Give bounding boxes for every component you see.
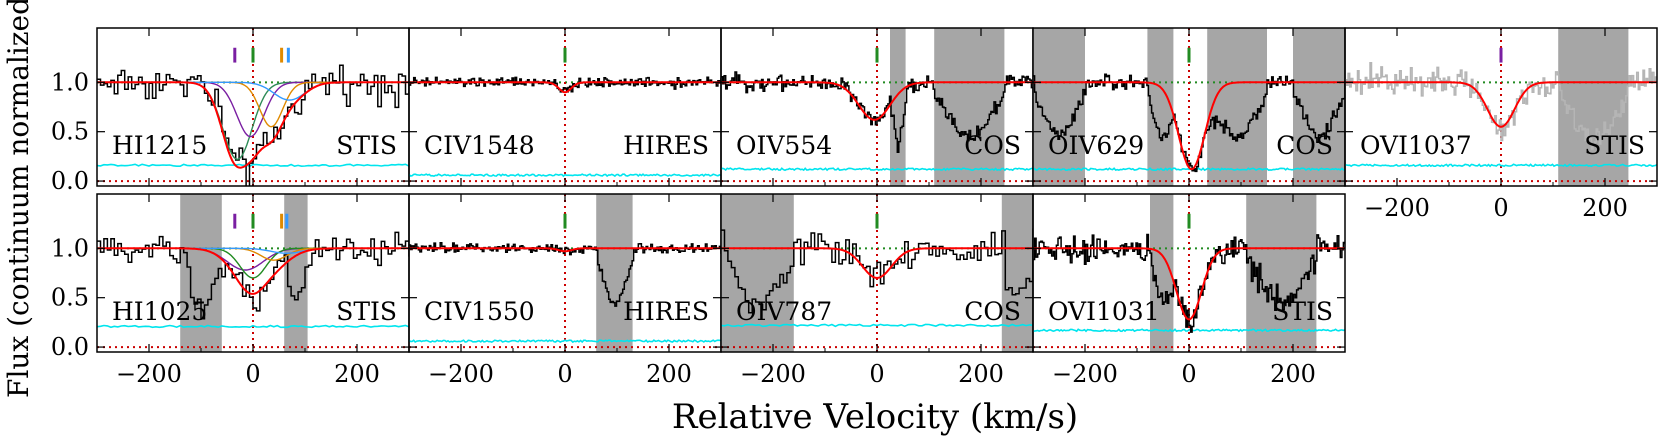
panel-oiv787: −200 0 200 OIV787 COS [720,193,1034,388]
ion-label: OVI1031 [1048,297,1160,326]
instrument-label: STIS [336,131,397,160]
panel-plot-area [1033,194,1345,352]
error-spectrum [1033,328,1345,333]
total-model [1033,81,1345,171]
panel-plot-area [409,28,721,186]
panel-plot-area [97,28,409,186]
panel-plot-area [1033,28,1345,186]
total-model [1345,81,1657,128]
y-tick-label: 0.5 [51,284,89,312]
error-spectrum [409,339,721,344]
ion-label: OVI1037 [1360,131,1472,160]
panel-plot-area [1345,28,1657,186]
panel-plot-area [97,194,409,352]
instrument-label: STIS [1584,131,1645,160]
panel-civ1548: CIV1548 HIRES [408,27,722,187]
instrument-label: COS [964,297,1021,326]
instrument-label: COS [1276,131,1333,160]
x-tick-label: 0 [869,360,884,388]
total-model [409,247,721,253]
instrument-label: HIRES [623,297,709,326]
error-spectrum [1345,163,1657,168]
error-spectrum [721,323,1033,328]
error-spectrum [409,173,721,178]
flux-spectrum [721,228,1033,314]
masked-region [1207,28,1267,186]
total-model [409,81,721,94]
ion-label: OIV554 [736,131,832,160]
panel-grid: 0.0 0.5 1.0 HI1215 STIS CIV1548 HIRES OIV554 COS… [51,27,1658,388]
x-tick-label: −200 [740,360,806,388]
panel-plot-area [721,194,1033,352]
error-spectrum [721,167,1033,172]
masked-region [1293,28,1345,186]
flux-spectrum [721,71,1033,153]
ion-label: OIV787 [736,297,832,326]
x-tick-label: −200 [428,360,494,388]
panel-plot-area [721,28,1033,186]
masked-region [284,194,308,352]
flux-spectrum [1033,233,1345,333]
panel-oiv554: OIV554 COS [720,27,1034,187]
x-tick-label: −200 [1364,194,1430,222]
ion-label: HI1215 [112,131,207,160]
instrument-label: STIS [1272,297,1333,326]
x-tick-label: −200 [116,360,182,388]
panel-ovi1031: −200 0 200 OVI1031 STIS [1032,193,1346,388]
panel-civ1550: −200 0 200 CIV1550 HIRES [408,193,722,388]
x-tick-label: −200 [1052,360,1118,388]
total-model [97,247,409,295]
x-tick-label: 0 [557,360,572,388]
flux-spectrum [1033,73,1345,173]
x-tick-label: 200 [1270,360,1316,388]
error-spectrum [97,324,409,329]
x-tick-label: 0 [245,360,260,388]
y-axis-title: Flux (continuum normalized) [2,0,35,398]
error-spectrum [97,163,409,168]
y-tick-label: 0.0 [51,333,89,361]
masked-region [890,28,906,186]
x-tick-label: 200 [1582,194,1628,222]
total-model [721,247,1033,279]
ion-label: OIV629 [1048,131,1144,160]
x-tick-label: 200 [958,360,1004,388]
instrument-label: STIS [336,297,397,326]
x-tick-label: 200 [334,360,380,388]
x-tick-label: 200 [646,360,692,388]
y-tick-label: 1.0 [51,234,89,262]
masked-region [721,194,794,352]
error-spectrum [1033,167,1345,172]
y-tick-label: 0.5 [51,118,89,146]
y-tick-label: 0.0 [51,167,89,195]
masked-region [934,28,1005,186]
x-axis-title: Relative Velocity (km/s) [672,397,1078,437]
x-tick-label: 0 [1493,194,1508,222]
panel-oiv629: OIV629 COS [1032,27,1346,187]
y-tick-label: 1.0 [51,68,89,96]
component-model-1 [97,81,409,138]
panel-plot-area [409,194,721,352]
total-model [721,81,1033,121]
panel-ovi1037: −200 0 200 OVI1037 STIS [1344,27,1658,222]
masked-region [1150,194,1174,352]
instrument-label: HIRES [623,131,709,160]
instrument-label: COS [964,131,1021,160]
masked-region [1001,194,1033,352]
flux-spectrum [97,231,409,320]
x-tick-label: 0 [1181,360,1196,388]
ion-label: CIV1548 [424,131,535,160]
panel-hi1215: 0.0 0.5 1.0 HI1215 STIS [51,27,410,195]
ion-label: CIV1550 [424,297,535,326]
total-model [1033,247,1345,321]
component-model-3 [97,81,409,101]
flux-spectrum [1345,61,1657,150]
masked-region [180,194,222,352]
ion-label: HI1025 [112,297,207,326]
panel-hi1025: 0.0 0.5 1.0 −200 0 200 HI1025 STIS [51,193,410,388]
total-model [97,81,409,169]
